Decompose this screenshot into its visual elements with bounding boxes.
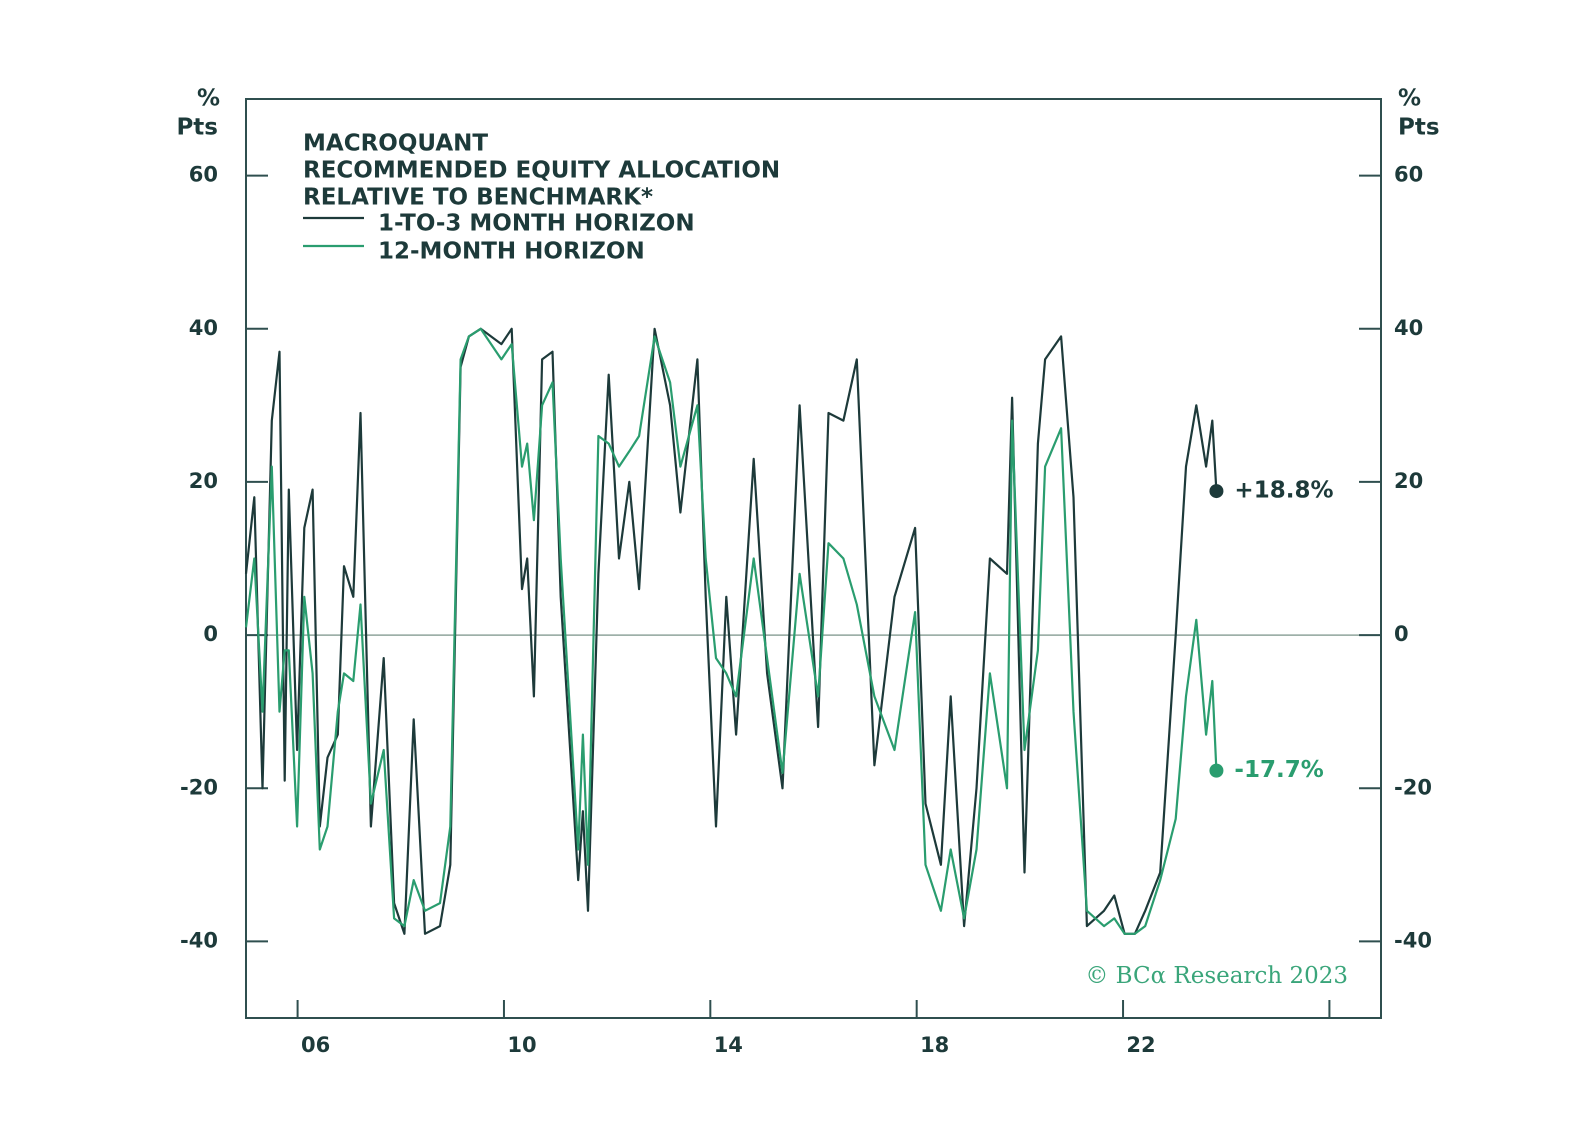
series-line <box>244 327 1218 935</box>
y-tick-label: 20 <box>189 469 218 493</box>
series-line <box>244 327 1218 935</box>
y2-axis-label: Pts <box>1398 115 1440 141</box>
legend-label: 12-MONTH HORIZON <box>378 239 645 265</box>
y2-tick-label: 20 <box>1394 469 1423 493</box>
end-point <box>1209 484 1224 499</box>
y2-tick-label: 40 <box>1394 316 1423 340</box>
plot-frame <box>245 98 1382 1019</box>
y2-tick-label: 60 <box>1394 163 1423 187</box>
y-tick-label: 0 <box>203 622 218 646</box>
x-tick-label: 22 <box>1126 1033 1155 1057</box>
x-tick-label: 14 <box>714 1033 743 1057</box>
y-axis-label: % <box>197 86 220 112</box>
x-tick-label: 06 <box>301 1033 330 1057</box>
end-label: +18.8% <box>1234 478 1333 504</box>
y-tick-label: 40 <box>189 316 218 340</box>
chart-title: RELATIVE TO BENCHMARK* <box>303 185 653 211</box>
x-tick-label: 10 <box>507 1033 536 1057</box>
y2-axis-label: % <box>1398 86 1421 112</box>
y2-tick-label: -40 <box>1394 928 1432 952</box>
source: © BCα Research 2023 <box>1085 963 1348 989</box>
x-tick-label: 18 <box>920 1033 949 1057</box>
y2-tick-label: -20 <box>1394 775 1432 799</box>
y-tick-label: -20 <box>180 775 218 799</box>
chart-title: RECOMMENDED EQUITY ALLOCATION <box>303 158 780 184</box>
y2-tick-label: 0 <box>1394 622 1409 646</box>
y-tick-label: -40 <box>180 928 218 952</box>
end-label: -17.7% <box>1234 757 1323 783</box>
chart-title: MACROQUANT <box>303 131 488 157</box>
legend-label: 1-TO-3 MONTH HORIZON <box>378 211 695 237</box>
end-point <box>1209 763 1224 778</box>
y-axis-label: Pts <box>176 115 218 141</box>
y-tick-label: 60 <box>189 163 218 187</box>
